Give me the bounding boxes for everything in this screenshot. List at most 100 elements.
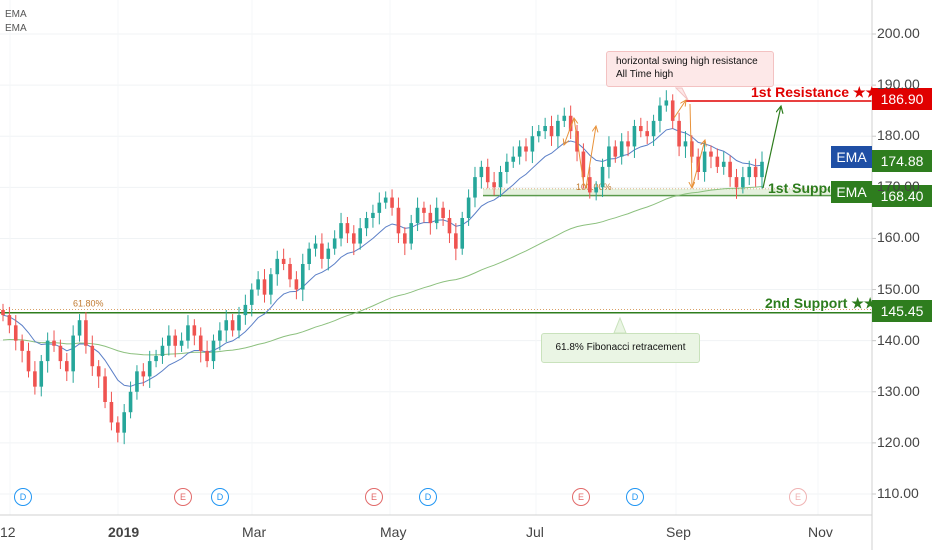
time-tick-label: 12: [0, 524, 16, 540]
support2-price-tag: 145.45: [872, 300, 932, 322]
candle-body: [249, 289, 254, 305]
candle-body: [479, 166, 484, 178]
candle-body: [632, 125, 637, 147]
candle-body: [262, 279, 267, 295]
fib-callout-text: 61.8% Fibonacci retracement: [555, 342, 686, 353]
annotations: [564, 87, 781, 334]
candle-body: [613, 146, 618, 157]
candle-body: [709, 151, 713, 157]
candle-body: [741, 177, 745, 188]
indicator-label-ema-2[interactable]: EMA: [5, 23, 27, 34]
ema-price-tag: 174.88: [872, 150, 932, 172]
candle-body: [275, 258, 280, 275]
earnings-event-marker[interactable]: E: [365, 488, 383, 506]
candle-body: [549, 125, 554, 137]
candle-body: [269, 274, 273, 295]
price-tick-label: 190.00: [877, 76, 920, 93]
candle-body: [562, 115, 567, 121]
candle-body: [20, 340, 24, 351]
time-tick-label: May: [380, 524, 407, 540]
price-tick-label: 140.00: [877, 331, 920, 348]
candle-body: [734, 177, 739, 188]
candle-body: [473, 177, 477, 198]
indicator-label-ema-1[interactable]: EMA: [5, 9, 27, 20]
candle-body: [90, 345, 95, 367]
candles: [1, 90, 764, 445]
swing-arrow: [690, 103, 692, 188]
candle-body: [530, 136, 535, 152]
swing-arrow: [585, 126, 596, 189]
price-tick-label: 110.00: [877, 484, 919, 501]
support1-zone: [483, 188, 872, 196]
candle-body: [332, 238, 337, 249]
candle-body: [587, 177, 592, 193]
earnings-event-marker[interactable]: E: [789, 488, 807, 506]
candle-body: [326, 248, 331, 259]
candle-body: [147, 361, 152, 377]
candle-body: [715, 156, 720, 167]
candle-body: [460, 217, 465, 249]
candle-body: [351, 233, 356, 244]
candle-body: [122, 412, 126, 433]
ema-tag: EMA: [831, 146, 872, 168]
candle-body: [320, 243, 324, 259]
candle-body: [358, 228, 362, 244]
candle-body: [524, 146, 528, 152]
candle-body: [13, 325, 18, 341]
dividend-event-marker[interactable]: D: [14, 488, 32, 506]
earnings-event-marker[interactable]: E: [572, 488, 590, 506]
candle-body: [396, 207, 401, 234]
candle-body: [313, 243, 318, 249]
candle-body: [230, 320, 235, 331]
price-tick-label: 160.00: [877, 229, 920, 246]
candle-body: [664, 100, 669, 106]
fib-618-label: 61.80%: [73, 298, 104, 308]
candle-body: [371, 212, 375, 218]
candle-body: [517, 146, 522, 157]
candle-body: [556, 120, 560, 137]
candle-body: [626, 141, 630, 147]
candle-body: [218, 330, 222, 341]
time-tick-label: Mar: [242, 524, 267, 540]
fib-100-label: 100.00%: [576, 182, 612, 192]
candle-body: [383, 197, 388, 203]
candle-body: [281, 258, 286, 264]
earnings-event-marker[interactable]: E: [174, 488, 192, 506]
candle-body: [728, 161, 732, 178]
candle-body: [422, 207, 426, 213]
time-tick-label: Sep: [666, 524, 691, 540]
resistance-callout-line2: All Time high: [616, 69, 674, 80]
candle-body: [288, 263, 292, 280]
candle-body: [645, 131, 649, 137]
candle-body: [619, 141, 624, 157]
candle-body: [454, 233, 458, 249]
support1-price-tag: 168.40: [872, 185, 932, 207]
candle-body: [339, 223, 343, 239]
candle-body: [690, 141, 694, 157]
candle-body: [702, 151, 707, 172]
candle-body: [26, 350, 31, 372]
candle-body: [581, 151, 586, 178]
candle-body: [543, 125, 547, 132]
candle-body: [492, 182, 496, 188]
ema-fast-line: [2, 127, 763, 387]
price-tick-label: 170.00: [877, 178, 920, 195]
resistance-callout-line1: horizontal swing high resistance: [616, 56, 758, 67]
price-tick-label: 150.00: [877, 280, 920, 297]
candle-body: [377, 202, 382, 213]
resistance-callout: horizontal swing high resistance All Tim…: [606, 51, 774, 87]
dividend-event-marker[interactable]: D: [626, 488, 644, 506]
candle-body: [154, 355, 158, 362]
time-tick-label: 2019: [108, 524, 140, 540]
candle-body: [658, 105, 662, 121]
dividend-event-marker[interactable]: D: [419, 488, 437, 506]
candle-body: [670, 100, 675, 121]
candle-body: [594, 187, 598, 193]
candle-body: [753, 166, 758, 178]
candle-body: [415, 207, 420, 224]
candle-body: [651, 120, 656, 137]
candle-body: [485, 166, 490, 183]
dividend-event-marker[interactable]: D: [211, 488, 229, 506]
candle-body: [568, 115, 573, 132]
